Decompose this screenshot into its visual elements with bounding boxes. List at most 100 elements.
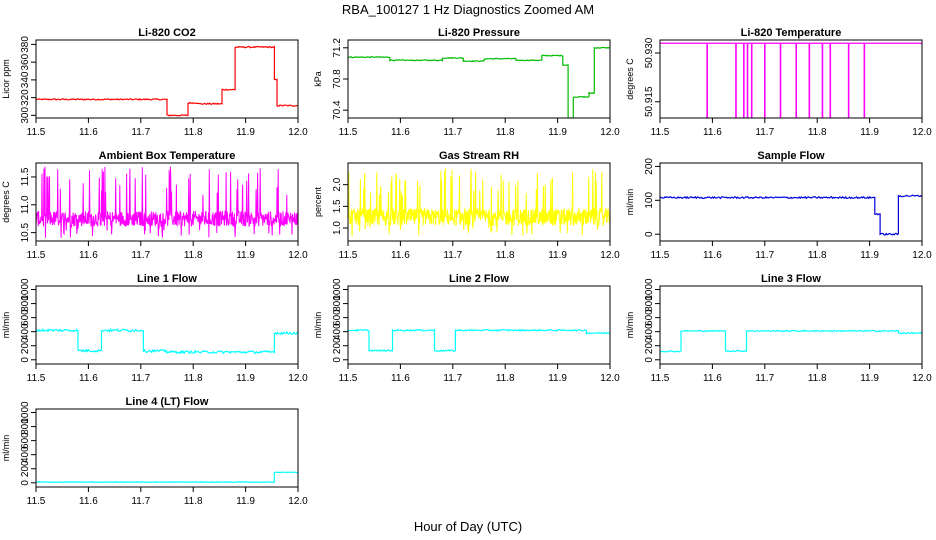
y-axis-label: degrees C	[625, 58, 635, 100]
x-tick-label: 12.0	[600, 373, 620, 384]
x-tick-label: 12.0	[288, 127, 308, 138]
y-tick-label: 600	[644, 309, 655, 326]
y-tick-label: 11.0	[20, 195, 31, 214]
panel-data	[348, 46, 610, 118]
series-line-1	[36, 166, 298, 238]
x-tick-label: 11.6	[391, 373, 410, 384]
series-line-1	[36, 471, 298, 484]
panel-title: Li-820 Temperature	[741, 27, 842, 39]
y-tick-label: 1000	[20, 278, 31, 301]
y-tick-label: 50.915	[644, 86, 655, 117]
y-tick-label: 600	[332, 309, 343, 326]
plot-frame	[35, 408, 299, 488]
y-tick-label: 11.5	[20, 167, 31, 186]
series-line-1	[348, 328, 610, 353]
x-tick-label: 12.0	[288, 373, 308, 384]
y-tick-label: 1000	[20, 401, 31, 424]
x-tick-label: 11.5	[651, 250, 670, 261]
panel-8: Line 2 Flow 11.5 11.6 11.7 11.8 11.9 12.0 0 2004…	[313, 273, 620, 384]
panel-7: Line 1 Flow 11.5 11.6 11.7 11.8 11.9 12.0 0 2004…	[1, 273, 308, 384]
panel-1: Li-820 CO2 11.5 11.6 11.7 11.8 11.9 12.0 300320…	[1, 27, 308, 138]
y-tick-label: 100	[644, 192, 655, 209]
panels-group: Li-820 CO2 11.5 11.6 11.7 11.8 11.9 12.0 300320…	[1, 27, 932, 507]
x-tick-label: 11.9	[236, 496, 255, 507]
y-tick-label: 200	[644, 158, 655, 175]
panel-9: Line 3 Flow 11.5 11.6 11.7 11.8 11.9 12.0 0 2004…	[625, 273, 932, 384]
panel-data	[348, 168, 610, 237]
plot-frame	[35, 285, 299, 365]
series-line-1	[36, 327, 298, 355]
y-tick-label: 200	[332, 337, 343, 354]
x-tick-label: 11.8	[184, 127, 203, 138]
panel-data	[36, 45, 298, 117]
panel-data	[660, 329, 922, 353]
x-tick-label: 11.6	[703, 250, 722, 261]
x-tick-label: 11.7	[131, 250, 150, 261]
y-tick-label: 400	[20, 323, 31, 340]
x-tick-label: 11.5	[27, 373, 46, 384]
x-tick-label: 11.7	[755, 127, 774, 138]
x-tick-label: 11.6	[79, 250, 98, 261]
x-tick-label: 11.9	[548, 250, 567, 261]
plot-frame	[659, 285, 923, 365]
y-tick-label: 400	[20, 446, 31, 463]
x-tick-label: 11.6	[391, 250, 410, 261]
x-tick-label: 11.5	[651, 373, 670, 384]
x-tick-label: 12.0	[912, 250, 932, 261]
x-tick-label: 12.0	[912, 127, 932, 138]
x-tick-label: 11.6	[391, 127, 410, 138]
x-tick-label: 11.7	[131, 373, 150, 384]
y-tick-label: 10.5	[20, 222, 31, 242]
y-tick-label: 340	[20, 71, 31, 88]
x-tick-label: 12.0	[912, 373, 932, 384]
series-line-1	[348, 168, 610, 237]
panel-title: Line 3 Flow	[761, 273, 821, 285]
x-tick-label: 11.9	[860, 127, 879, 138]
x-tick-label: 11.6	[79, 496, 98, 507]
x-tick-label: 12.0	[288, 496, 308, 507]
y-tick-label: 200	[644, 337, 655, 354]
x-tick-label: 12.0	[600, 250, 620, 261]
x-tick-label: 11.6	[703, 373, 722, 384]
x-tick-label: 11.5	[339, 250, 358, 261]
panel-10: Line 4 (LT) Flow 11.5 11.6 11.7 11.8 11.9 12.0…	[1, 396, 308, 507]
series-line-1	[348, 46, 610, 118]
y-tick-label: 71.2	[332, 38, 343, 58]
x-tick-label: 11.9	[548, 127, 567, 138]
y-tick-label: 360	[20, 53, 31, 70]
x-tick-label: 11.8	[184, 496, 203, 507]
y-tick-label: 200	[20, 337, 31, 354]
panel-title: Line 2 Flow	[449, 273, 509, 285]
y-axis-label: ml/min	[313, 312, 323, 339]
x-tick-label: 11.9	[236, 127, 255, 138]
plot-frame	[347, 285, 611, 365]
y-tick-label: 0	[644, 357, 655, 363]
panel-data	[36, 327, 298, 355]
plot-frame	[659, 162, 923, 242]
x-tick-label: 11.5	[27, 496, 46, 507]
x-tick-label: 11.5	[651, 127, 670, 138]
x-tick-label: 11.8	[808, 127, 827, 138]
plot-frame	[347, 39, 611, 119]
panel-title: Line 4 (LT) Flow	[126, 396, 209, 408]
panel-6: Sample Flow 11.5 11.6 11.7 11.8 11.9 12.0 0 100 2…	[625, 150, 932, 261]
x-tick-label: 11.8	[808, 373, 827, 384]
panel-title: Ambient Box Temperature	[99, 150, 236, 162]
plot-frame	[659, 39, 923, 119]
y-tick-label: 400	[332, 323, 343, 340]
panel-2: Li-820 Pressure 11.5 11.6 11.7 11.8 11.9 12.0 7…	[313, 27, 620, 138]
y-tick-label: 800	[20, 295, 31, 312]
x-tick-label: 11.8	[184, 250, 203, 261]
plot-frame	[35, 162, 299, 242]
x-tick-label: 11.8	[184, 373, 203, 384]
x-tick-label: 11.5	[27, 250, 46, 261]
x-tick-label: 11.9	[860, 250, 879, 261]
x-tick-label: 11.9	[236, 373, 255, 384]
y-tick-label: 200	[20, 460, 31, 477]
y-tick-label: 600	[20, 432, 31, 449]
y-tick-label: 600	[20, 309, 31, 326]
y-tick-label: 300	[20, 107, 31, 124]
panel-data	[36, 166, 298, 238]
y-tick-label: 800	[332, 295, 343, 312]
